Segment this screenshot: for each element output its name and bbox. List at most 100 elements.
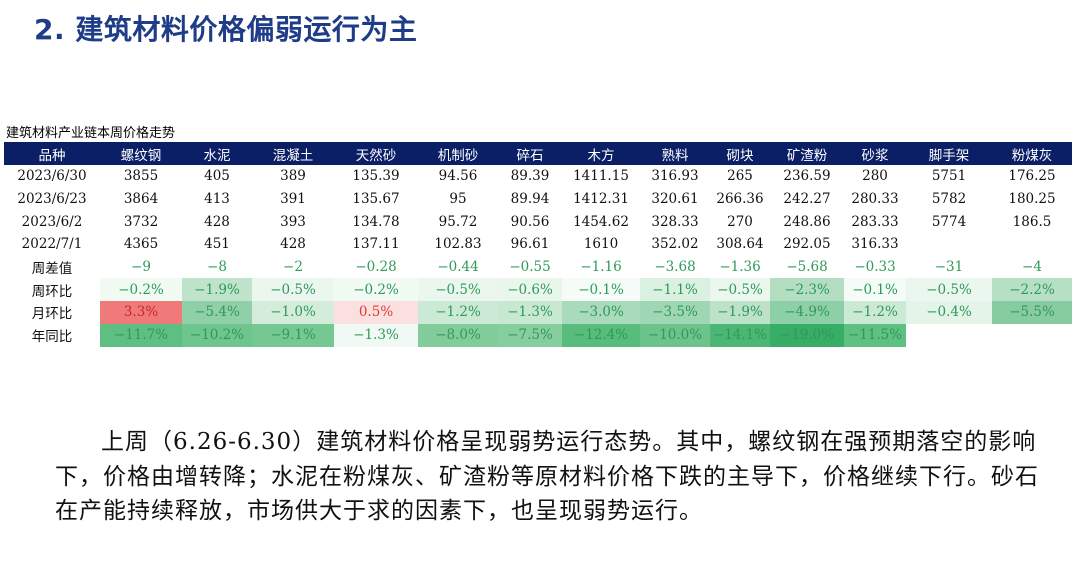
table-cell: 270 [727,213,753,230]
table-row: 月环比 3.3% −5.4% −1.0% 0.5% −1.2% −1.3% −3.0% −3.5… [4,301,1072,324]
table-cell: −5.4% [182,301,252,324]
table-cell: 1411.15 [573,168,629,185]
table-cell: −0.2% [334,278,418,302]
row-label: 2022/7/1 [21,236,83,253]
table-cell: 265 [727,168,753,185]
table-cell: −31 [934,259,964,276]
table-cell: 389 [280,168,306,185]
table-cell: −8.0% [418,323,498,347]
table-cell: −5.5% [992,301,1072,324]
table-cell: −5.68 [786,259,828,276]
table-cell: 134.78 [352,213,400,230]
table-cell: 0.5% [334,301,418,324]
table-cell: −3.68 [654,259,696,276]
table-cell: 451 [204,236,230,253]
table-cell: −1.3% [334,323,418,347]
page-title: 2. 建筑材料价格偏弱运行为主 [34,13,418,46]
table-cell: 248.86 [783,213,831,230]
table-cell: 3855 [123,168,159,185]
table-cell: −3.0% [562,301,640,324]
table-cell [906,324,992,347]
table-cell: −1.9% [710,301,770,324]
table-cell: −0.55 [509,259,551,276]
table-cell: 316.93 [651,168,699,185]
table-cell: 135.39 [352,168,400,185]
table-cell: 3.3% [100,301,182,324]
table-cell: −2 [283,259,303,276]
table-cell: −0.1% [562,278,640,302]
table-cell: −1.1% [640,278,710,302]
table-cell: 5751 [931,168,967,185]
table-cell: 89.39 [510,168,550,185]
header-cell: 矿渣粉 [770,142,844,165]
header-cell: 水泥 [182,142,252,165]
table-cell: −1.0% [252,301,334,324]
table-cell: −4.9% [770,301,844,324]
table-row: 周环比 −0.2% −1.9% −0.5% −0.2% −0.5% −0.6% −0.1% −1… [4,278,1072,302]
table-cell: 328.33 [651,213,699,230]
summary-paragraph: 上周（6.26-6.30）建筑材料价格呈现弱势运行态势。其中，螺纹钢在强预期落空… [55,425,1055,529]
table-cell: 266.36 [716,191,764,208]
table-cell: 1454.62 [573,213,629,230]
header-label: 品种 [4,142,100,165]
table-cell [992,324,1072,347]
header-cell: 螺纹钢 [100,142,182,165]
table-cell: 89.94 [510,191,550,208]
table-cell: −9.1% [252,323,334,347]
table-cell: −1.2% [418,301,498,324]
header-cell: 脚手架 [906,142,992,165]
table-cell: 3864 [123,191,159,208]
table-row: 2023/6/2 3732 428 393 134.78 95.72 90.56 1454.6… [4,210,1072,233]
table-cell: 280.33 [851,191,899,208]
table-cell: −4 [1022,259,1042,276]
table-cell: −0.5% [418,278,498,302]
table-cell: −0.5% [710,278,770,302]
row-label: 年同比 [31,329,73,346]
table-cell: 5782 [931,191,967,208]
table-cell: −0.44 [437,259,479,276]
table-cell: 94.56 [438,168,478,185]
header-cell: 木方 [562,142,640,165]
table-cell: 90.56 [510,213,550,230]
table-cell: −1.36 [719,259,761,276]
row-label: 周环比 [31,283,73,300]
table-row: 2023/6/30 3855 405 389 135.39 94.56 89.39 1411.… [4,165,1072,188]
table-header-row: 品种 螺纹钢 水泥 混凝土 天然砂 机制砂 碎石 木方 熟料 砌块 矿渣粉 砂浆 脚手架 粉煤灰 [4,142,1072,165]
table-cell: 1610 [583,236,619,253]
table-cell: 283.33 [851,213,899,230]
table-cell: −19.0% [770,323,844,347]
table-cell: 393 [280,213,306,230]
table-cell: −0.28 [355,259,397,276]
table-cell: −12.4% [562,323,640,347]
row-label: 2023/6/30 [17,168,87,185]
row-label: 2023/6/2 [21,213,83,230]
table-cell: −10.2% [182,323,252,347]
table-cell: 95 [449,191,467,208]
table-cell: −3.5% [640,301,710,324]
table-cell: 352.02 [651,236,699,253]
table-cell: 242.27 [783,191,831,208]
header-cell: 粉煤灰 [992,142,1072,165]
table-cell: 102.83 [434,236,482,253]
table-cell: −1.16 [580,259,622,276]
table-cell: −11.7% [100,323,182,347]
table-cell: 186.5 [1012,213,1052,230]
table-cell: −14.1% [710,323,770,347]
header-cell: 碎石 [498,142,562,165]
header-cell: 砂浆 [844,142,906,165]
row-label: 周差值 [31,261,73,278]
table-cell: 95.72 [438,213,478,230]
header-cell: 机制砂 [418,142,498,165]
table-cell: 137.11 [352,236,400,253]
table-cell: −1.9% [182,278,252,302]
table-cell: 3732 [123,213,159,230]
table-cell: −10.0% [640,323,710,347]
table-cell: −0.5% [906,278,992,302]
table-cell: 236.59 [783,168,831,185]
header-cell: 天然砂 [334,142,418,165]
table-cell: 292.05 [783,236,831,253]
table-caption: 建筑材料产业链本周价格走势 [6,126,176,141]
table-cell: 280 [862,168,888,185]
header-cell: 砌块 [710,142,770,165]
table-cell: 308.64 [716,236,764,253]
